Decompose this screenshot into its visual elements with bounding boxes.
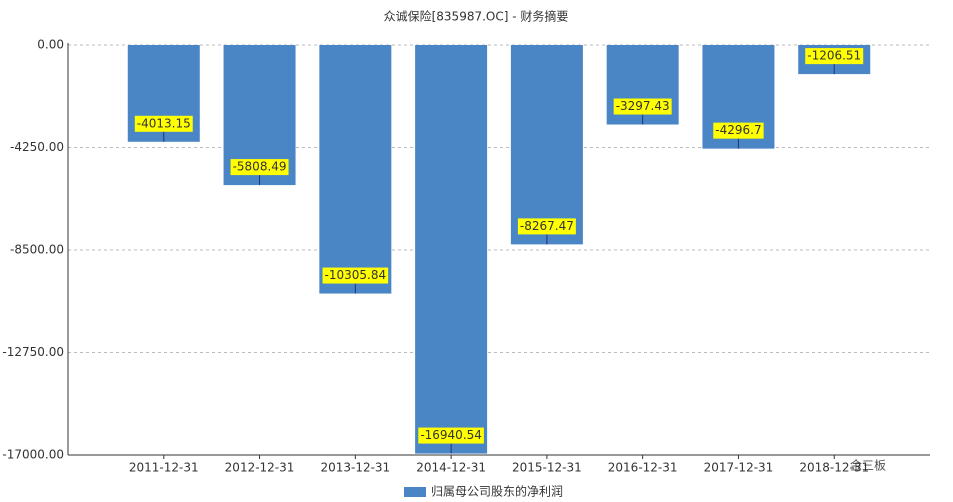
y-tick-label: -12750.00	[2, 345, 64, 359]
value-label: -1206.51	[807, 49, 861, 63]
x-tick-label: 2015-12-31	[512, 461, 582, 475]
y-tick-label: 0.00	[37, 38, 64, 52]
legend-label: 归属母公司股东的净利润	[431, 484, 563, 499]
value-label-bg	[230, 159, 289, 176]
value-label: -3297.43	[616, 99, 670, 113]
x-tick-label: 2014-12-31	[416, 461, 486, 475]
legend-swatch	[404, 487, 426, 497]
x-tick-label: 2011-12-31	[129, 461, 199, 475]
bar	[510, 45, 583, 245]
x-tick-label: 2012-12-31	[225, 461, 295, 475]
watermark: 金三板	[850, 458, 886, 473]
value-label: -10305.84	[325, 268, 387, 282]
value-label-bg	[418, 427, 484, 444]
value-label-bg	[805, 48, 864, 65]
x-tick-label: 2016-12-31	[608, 461, 678, 475]
y-tick-label: -4250.00	[10, 140, 64, 154]
value-label-bg	[322, 267, 389, 284]
bar	[319, 45, 392, 294]
x-tick-label: 2018-12-31	[799, 461, 869, 475]
value-label: -5808.49	[233, 160, 287, 174]
value-label: -4296.7	[715, 123, 761, 137]
value-label-bg	[613, 98, 672, 115]
value-label: -8267.47	[520, 219, 574, 233]
x-tick-label: 2017-12-31	[704, 461, 774, 475]
value-label-bg	[134, 115, 193, 132]
x-tick-label: 2013-12-31	[320, 461, 390, 475]
bar	[415, 45, 488, 454]
chart-title: 众诚保险[835987.OC] - 财务摘要	[384, 9, 569, 24]
value-label: -16940.54	[420, 428, 482, 442]
value-label: -4013.15	[137, 116, 191, 130]
y-tick-label: -17000.00	[2, 448, 64, 462]
value-label-bg	[517, 218, 576, 235]
value-label-bg	[713, 122, 764, 139]
y-tick-label: -8500.00	[10, 243, 64, 257]
